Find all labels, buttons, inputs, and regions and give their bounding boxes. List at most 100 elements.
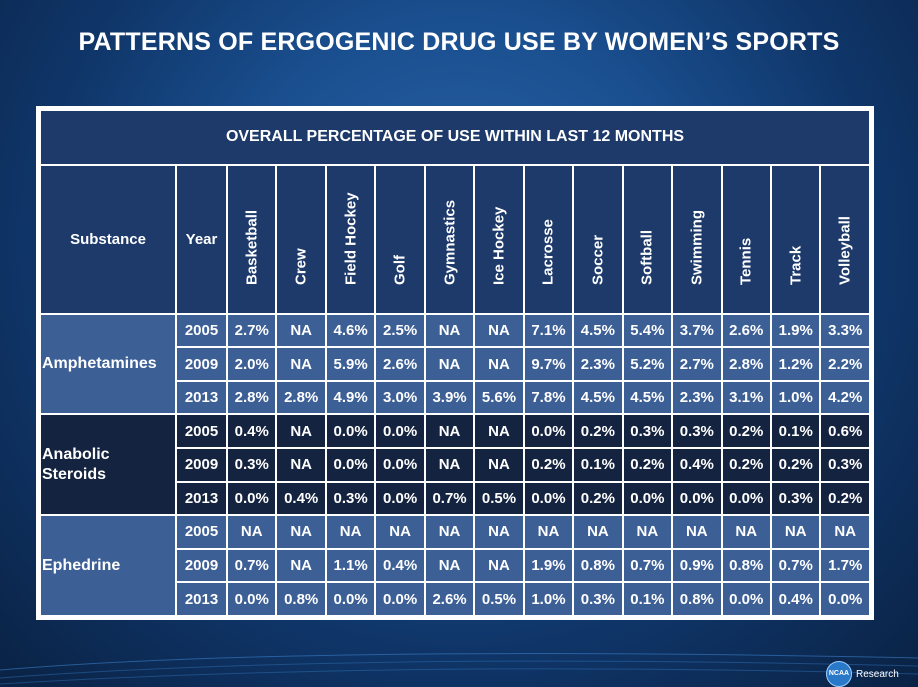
table-row: 2009 2.0% NA 5.9% 2.6% NA NA 9.7% 2.3% 5.2% 2.7% 2.… (41, 348, 869, 380)
value-cell: 2.5% (376, 314, 424, 347)
value-cell: 0.4% (771, 583, 820, 615)
value-cell: NA (524, 516, 573, 548)
value-cell: 0.2% (771, 449, 820, 481)
sport-header-field-hockey: Field Hockey (326, 165, 375, 313)
value-cell: 0.0% (228, 583, 276, 615)
value-cell: 4.5% (574, 314, 622, 347)
sport-header-basketball: Basketball (228, 165, 276, 313)
value-cell: 1.2% (771, 348, 820, 380)
value-cell: 0.4% (376, 549, 424, 582)
value-cell: 5.9% (326, 348, 375, 380)
year-cell: 2009 (177, 549, 226, 582)
value-cell: 4.9% (326, 381, 375, 414)
value-cell: NA (722, 516, 770, 548)
value-cell: 0.2% (524, 449, 573, 481)
value-cell: NA (376, 516, 424, 548)
value-cell: 0.2% (623, 449, 672, 481)
value-cell: 7.8% (524, 381, 573, 414)
substance-label: Ephedrine (41, 516, 175, 615)
value-cell: NA (277, 415, 325, 448)
value-cell: NA (475, 449, 523, 481)
value-cell: 0.2% (574, 482, 622, 515)
value-cell: NA (425, 516, 474, 548)
value-cell: NA (574, 516, 622, 548)
value-cell: NA (277, 516, 325, 548)
value-cell: 0.8% (277, 583, 325, 615)
value-cell: 1.9% (771, 314, 820, 347)
value-cell: 0.6% (821, 415, 869, 448)
table-row: 2013 0.0% 0.8% 0.0% 0.0% 2.6% 0.5% 1.0% 0.3% 0.1%… (41, 583, 869, 615)
value-cell: 2.2% (821, 348, 869, 380)
value-cell: 0.3% (574, 583, 622, 615)
value-cell: 3.9% (425, 381, 474, 414)
sport-header-label: Ice Hockey (490, 206, 508, 285)
value-cell: 2.7% (228, 314, 276, 347)
value-cell: 1.0% (524, 583, 573, 615)
value-cell: 2.6% (376, 348, 424, 380)
sport-header-swimming: Swimming (673, 165, 721, 313)
table-row: 2013 0.0% 0.4% 0.3% 0.0% 0.7% 0.5% 0.0% 0.2% 0.0%… (41, 482, 869, 515)
year-header: Year (177, 165, 226, 313)
value-cell: 0.0% (228, 482, 276, 515)
value-cell: 0.0% (524, 415, 573, 448)
sport-header-label: Soccer (589, 234, 607, 285)
sport-header-label: Crew (292, 248, 310, 285)
year-cell: 2009 (177, 348, 226, 380)
sport-header-track: Track (771, 165, 820, 313)
sport-header-label: Lacrosse (539, 218, 557, 285)
value-cell: NA (425, 314, 474, 347)
value-cell: 0.4% (228, 415, 276, 448)
substance-label: Anabolic Steroids (41, 415, 175, 515)
value-cell: 1.0% (771, 381, 820, 414)
sport-header-volleyball: Volleyball (821, 165, 869, 313)
value-cell: NA (475, 314, 523, 347)
value-cell: 0.5% (475, 583, 523, 615)
value-cell: NA (475, 348, 523, 380)
value-cell: NA (673, 516, 721, 548)
year-cell: 2005 (177, 314, 226, 347)
value-cell: 2.3% (574, 348, 622, 380)
year-cell: 2005 (177, 516, 226, 548)
sport-header-tennis: Tennis (722, 165, 770, 313)
value-cell: 0.3% (228, 449, 276, 481)
value-cell: 2.8% (722, 348, 770, 380)
value-cell: 0.2% (821, 482, 869, 515)
value-cell: 1.7% (821, 549, 869, 582)
value-cell: 0.4% (673, 449, 721, 481)
value-cell: 0.5% (475, 482, 523, 515)
sport-header-softball: Softball (623, 165, 672, 313)
ncaa-logo: NCAA (826, 661, 852, 687)
value-cell: 0.0% (326, 449, 375, 481)
value-cell: 4.2% (821, 381, 869, 414)
value-cell: 4.5% (574, 381, 622, 414)
table-row: 2009 0.3% NA 0.0% 0.0% NA NA 0.2% 0.1% 0.2% 0.4% 0.… (41, 449, 869, 481)
sport-header-label: Swimming (688, 209, 706, 285)
value-cell: 9.7% (524, 348, 573, 380)
value-cell: 7.1% (524, 314, 573, 347)
value-cell: 0.0% (376, 449, 424, 481)
value-cell: 0.9% (673, 549, 721, 582)
value-cell: 0.3% (326, 482, 375, 515)
table-row: 2013 2.8% 2.8% 4.9% 3.0% 3.9% 5.6% 7.8% 4.5% 4.5%… (41, 381, 869, 414)
value-cell: 0.1% (771, 415, 820, 448)
value-cell: NA (771, 516, 820, 548)
sport-header-crew: Crew (277, 165, 325, 313)
value-cell: 0.0% (821, 583, 869, 615)
value-cell: NA (475, 516, 523, 548)
sport-header-golf: Golf (376, 165, 424, 313)
value-cell: NA (326, 516, 375, 548)
value-cell: 0.0% (376, 583, 424, 615)
value-cell: NA (623, 516, 672, 548)
sport-header-soccer: Soccer (574, 165, 622, 313)
value-cell: 3.3% (821, 314, 869, 347)
value-cell: NA (425, 549, 474, 582)
sport-header-label: Golf (391, 254, 409, 285)
value-cell: 1.9% (524, 549, 573, 582)
value-cell: NA (277, 549, 325, 582)
value-cell: 0.3% (771, 482, 820, 515)
value-cell: NA (821, 516, 869, 548)
value-cell: NA (425, 449, 474, 481)
value-cell: 2.6% (722, 314, 770, 347)
year-cell: 2013 (177, 381, 226, 414)
value-cell: 4.5% (623, 381, 672, 414)
